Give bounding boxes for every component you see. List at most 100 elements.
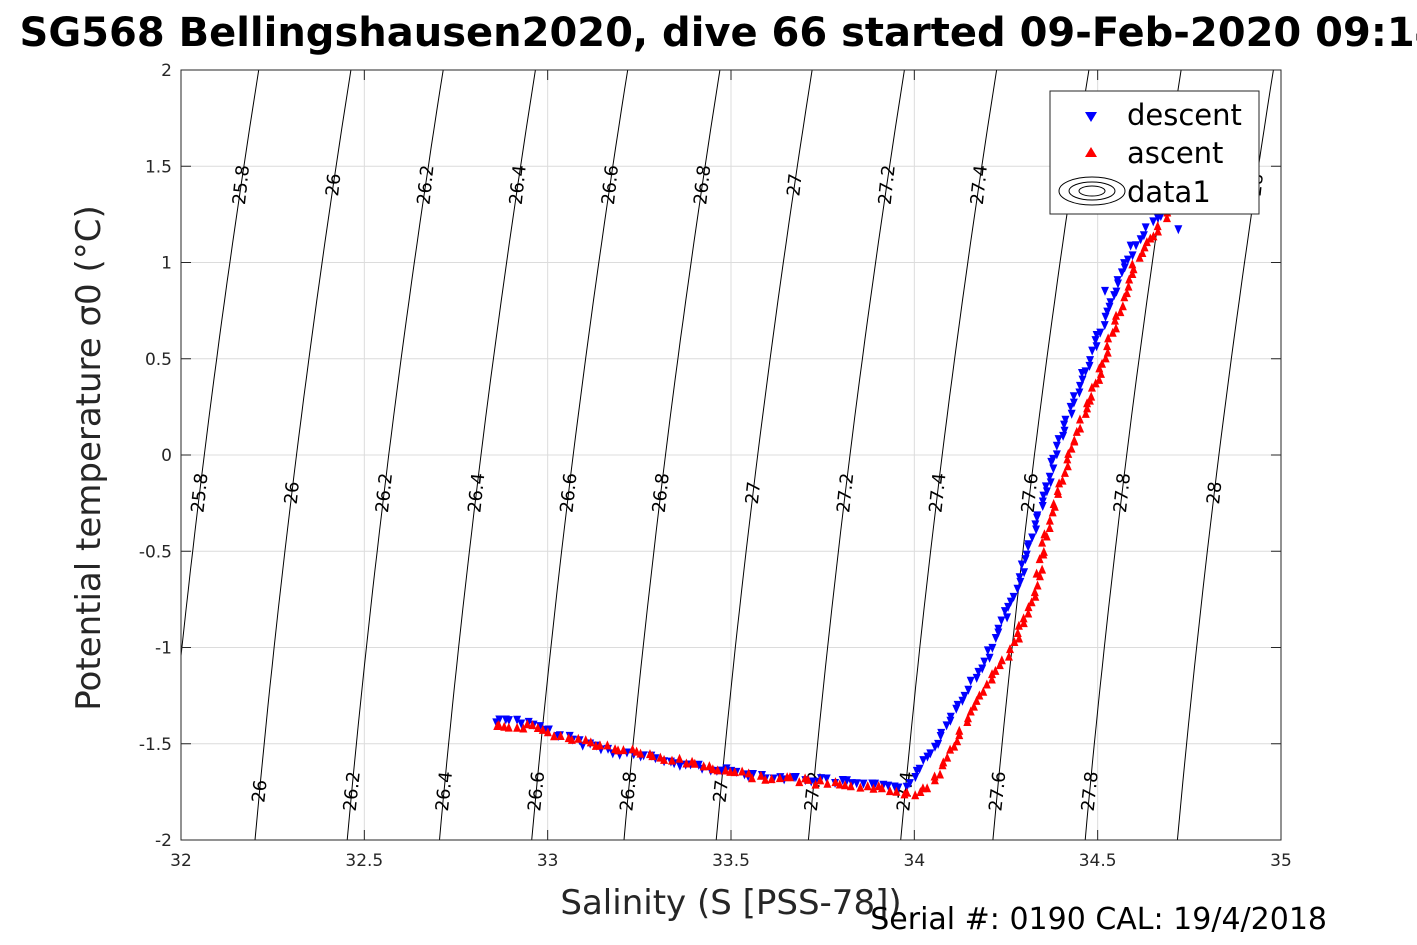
descent-point (980, 657, 989, 667)
ascent-point (997, 655, 1006, 665)
ascent-point (730, 767, 739, 777)
y-tick-label: 1.5 (145, 157, 172, 177)
descent-point (1041, 482, 1050, 492)
isopycnal-label: 26.6 (598, 164, 623, 206)
isopycnal-label: 25.8 (229, 164, 254, 206)
ascent-point (1087, 391, 1096, 401)
descent-point (1039, 491, 1048, 501)
ascent-point (1010, 636, 1019, 646)
descent-point (1128, 251, 1137, 261)
ascent-point (877, 783, 886, 793)
descent-point (1038, 497, 1047, 507)
isopycnal-label: 26.2 (372, 472, 397, 514)
descent-point (1123, 255, 1132, 265)
descent-point (983, 646, 992, 656)
descent-point (964, 685, 973, 695)
ascent-point (660, 754, 669, 764)
ascent-point (747, 773, 756, 783)
ascent-point (1045, 515, 1054, 525)
descent-point (675, 761, 684, 771)
descent-point (1046, 478, 1055, 488)
ascent-point (1053, 485, 1062, 495)
ascent-point (586, 737, 595, 747)
descent-point (748, 769, 757, 779)
y-tick-label: -0.5 (139, 542, 172, 562)
legend: descent ascent data1 (1049, 90, 1260, 215)
legend-data1-label: data1 (1127, 175, 1211, 209)
isopycnal-label: 26.4 (464, 472, 489, 514)
isopycnal-line (254, 70, 352, 840)
ascent-point (1063, 454, 1072, 464)
descent-point (1101, 286, 1109, 296)
legend-contour-icon (1058, 176, 1126, 206)
descent-point (946, 716, 955, 726)
descent-point (911, 772, 920, 782)
ascent-point (1124, 281, 1133, 291)
axis-ticks: 32 32.5 33 33.5 34 34.5 35 -2 -1.5 -1 -0.5 0 0.5 1 1.5… (139, 61, 1292, 871)
descent-point (1132, 241, 1141, 251)
descent-point (1120, 259, 1129, 269)
descent-point (942, 721, 951, 731)
ascent-point (504, 722, 513, 732)
descent-point (997, 616, 1006, 626)
serial-calibration-text: Serial #: 0190 CAL: 19/4/2018 (870, 902, 1327, 937)
descent-point (1045, 472, 1054, 482)
ascent-point (667, 755, 676, 765)
descent-point (1069, 392, 1078, 402)
descent-point (1081, 367, 1090, 377)
ascent-point (1027, 597, 1036, 607)
ascent-point (963, 713, 972, 723)
descent-point (1139, 231, 1148, 241)
isopycnal-line (807, 70, 905, 840)
ascent-point (533, 722, 542, 732)
descent-point (1106, 298, 1115, 308)
data-markers (492, 200, 1183, 800)
isopycnal-line (346, 70, 444, 840)
ascent-point (785, 772, 794, 782)
ascent-point (744, 768, 753, 778)
ascent-point (775, 773, 784, 783)
isopycnal-label: 26.8 (649, 472, 674, 514)
ascent-point (1149, 231, 1158, 241)
ascent-point (1101, 353, 1110, 363)
ascent-point (1032, 568, 1041, 578)
ascent-point (902, 787, 911, 797)
isopycnal-label: 27.2 (875, 164, 900, 206)
y-tick-label: 0.5 (145, 350, 172, 370)
descent-point (1042, 487, 1051, 497)
descent-point (966, 676, 975, 686)
ascent-point (519, 723, 528, 733)
ascent-point (1125, 274, 1134, 284)
ascent-point (1040, 529, 1049, 539)
descent-point (953, 700, 962, 710)
y-tick-label: 1 (161, 254, 172, 274)
isopycnal-label: 27.4 (925, 472, 950, 514)
descent-point (1085, 361, 1094, 371)
y-tick-label: -2 (155, 831, 172, 851)
ascent-point (1039, 546, 1048, 556)
ascent-point (1129, 264, 1138, 274)
descent-point (1060, 426, 1069, 436)
x-tick-label: 35 (1270, 851, 1292, 871)
ascent-point (1067, 443, 1076, 453)
ascent-point (1014, 620, 1023, 630)
ascent-point (614, 745, 623, 755)
ascent-point (1153, 226, 1162, 236)
descent-point (1092, 342, 1101, 352)
ascent-point (738, 766, 747, 776)
ascent-point (982, 679, 991, 689)
isopycnal-label: 27.4 (967, 164, 992, 206)
ascent-point (846, 781, 855, 791)
ascent-point (1135, 252, 1144, 262)
isopycnal-label: 27.6 (1018, 472, 1043, 514)
descent-point (517, 719, 526, 729)
ascent-point (863, 781, 872, 791)
x-tick-label: 34 (904, 851, 926, 871)
legend-box (1049, 90, 1260, 215)
descent-point (1100, 321, 1109, 331)
descent-point (1120, 263, 1129, 273)
ascent-point (721, 765, 730, 775)
ascent-point (713, 765, 722, 775)
ascent-point (1038, 564, 1047, 574)
